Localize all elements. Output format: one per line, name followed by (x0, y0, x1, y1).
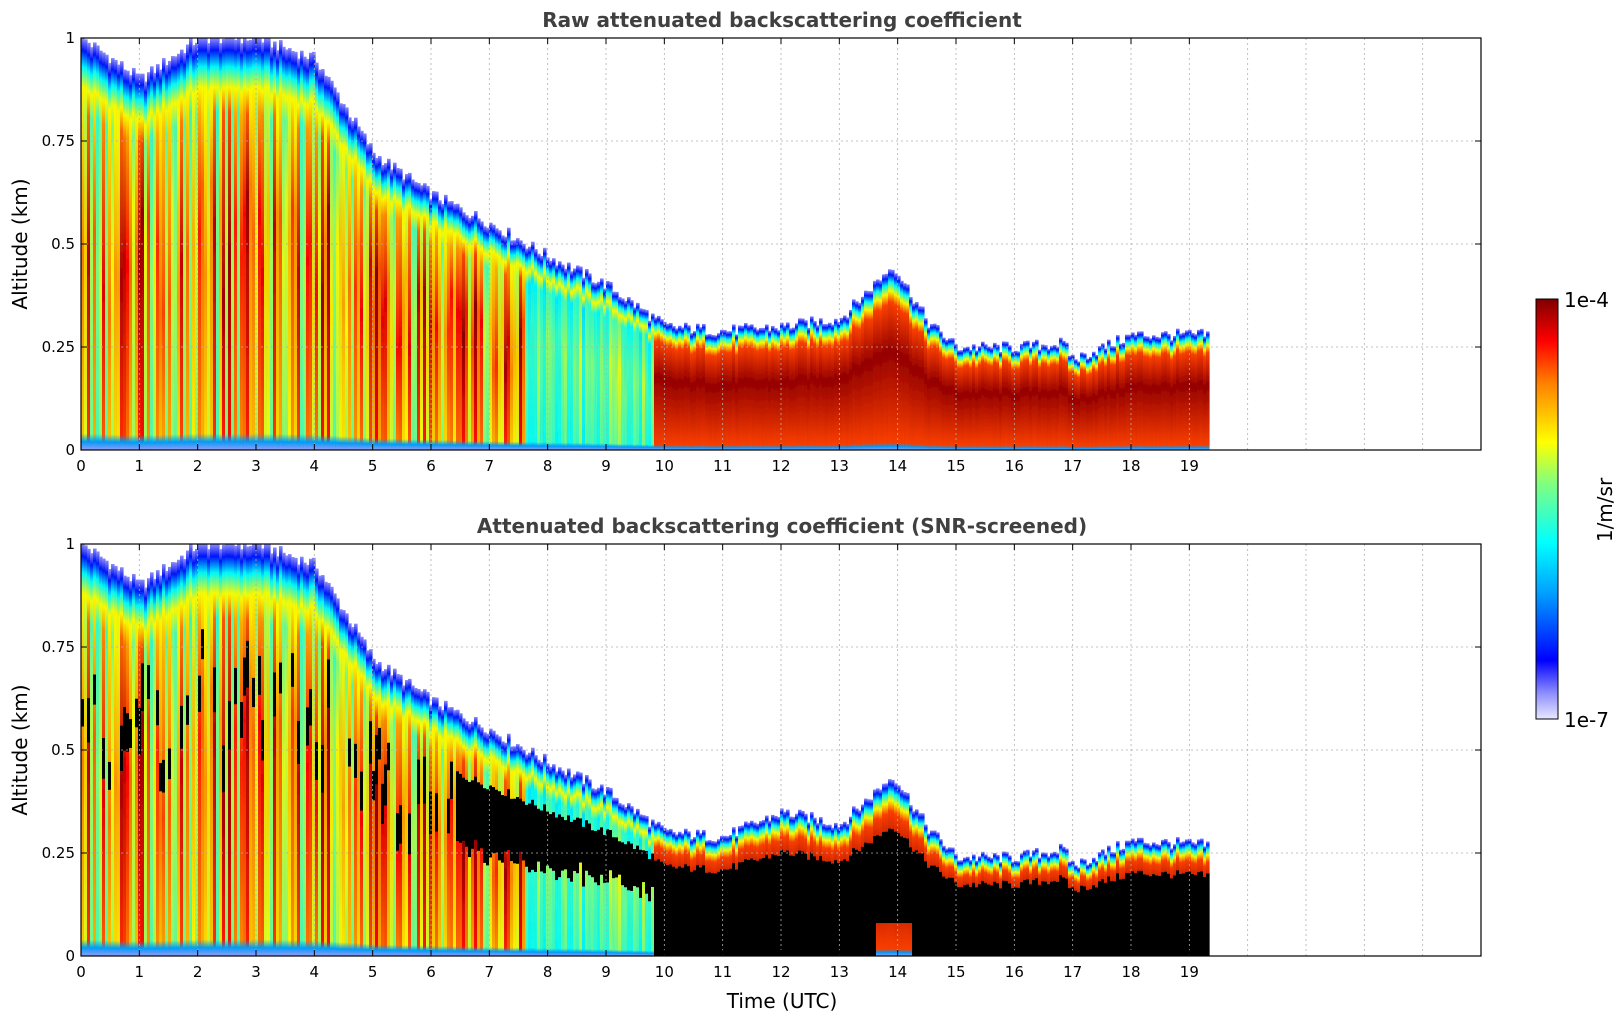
x-tick-label: 4 (310, 457, 320, 475)
y-axis: 0 0.25 0.5 0.75 1 (42, 29, 1481, 459)
panel-screened: Attenuated backscattering coefficient (S… (8, 514, 1482, 1013)
x-tick-label: 7 (485, 963, 495, 981)
panel-raw: Raw attenuated backscattering coefficien… (8, 8, 1482, 475)
x-tick-label: 19 (1180, 457, 1199, 475)
x-tick-label: 11 (713, 457, 732, 475)
colorbar-unit-label: 1/m/sr (1593, 477, 1617, 542)
x-axis-label: Time (UTC) (726, 989, 838, 1013)
x-tick-label: 10 (655, 457, 674, 475)
x-tick-label: 12 (771, 457, 790, 475)
x-tick-label: 17 (1063, 963, 1082, 981)
y-axis-label: Altitude (km) (8, 178, 32, 309)
y-axis: 0 0.25 0.5 0.75 1 (42, 535, 1481, 965)
x-tick-label: 7 (485, 457, 495, 475)
x-tick-label: 2 (193, 457, 203, 475)
y-tick-label: 0.25 (42, 338, 75, 356)
x-tick-label: 13 (830, 963, 849, 981)
x-tick-label: 3 (251, 963, 261, 981)
y-tick-label: 1 (65, 535, 75, 553)
x-tick-label: 1 (135, 457, 145, 475)
x-tick-label: 15 (946, 457, 965, 475)
x-tick-label: 16 (1005, 457, 1024, 475)
y-tick-label: 0.5 (51, 235, 75, 253)
y-tick-label: 0.75 (42, 132, 75, 150)
x-tick-label: 5 (368, 963, 378, 981)
x-tick-label: 4 (310, 963, 320, 981)
y-tick-label: 1 (65, 29, 75, 47)
x-tick-label: 11 (713, 963, 732, 981)
x-tick-label: 8 (543, 963, 553, 981)
x-tick-label: 0 (76, 457, 86, 475)
colorbar-gradient (1535, 298, 1559, 720)
x-tick-label: 9 (601, 963, 611, 981)
x-tick-label: 18 (1121, 963, 1140, 981)
x-axis: 0 1 2 3 4 5 6 7 8 9 10 11 12 13 14 15 16 17 18 19 (76, 38, 1199, 475)
x-tick-label: 10 (655, 963, 674, 981)
y-axis-label: Altitude (km) (8, 684, 32, 815)
x-tick-label: 9 (601, 457, 611, 475)
x-tick-label: 6 (426, 457, 436, 475)
x-tick-label: 12 (771, 963, 790, 981)
plot-area (81, 38, 1210, 450)
x-tick-label: 14 (888, 457, 907, 475)
x-tick-label: 17 (1063, 457, 1082, 475)
y-tick-label: 0.25 (42, 844, 75, 862)
x-tick-label: 8 (543, 457, 553, 475)
colorbar-max-label: 1e-4 (1564, 288, 1609, 312)
x-tick-label: 1 (135, 963, 145, 981)
x-tick-label: 2 (193, 963, 203, 981)
heatmap-image (81, 544, 1210, 956)
x-tick-label: 15 (946, 963, 965, 981)
colorbar-min-label: 1e-7 (1564, 708, 1609, 732)
y-tick-label: 0 (65, 947, 75, 965)
panel-title: Raw attenuated backscattering coefficien… (542, 8, 1022, 32)
x-tick-label: 6 (426, 963, 436, 981)
panel-title: Attenuated backscattering coefficient (S… (477, 514, 1087, 538)
y-tick-label: 0.5 (51, 741, 75, 759)
x-tick-label: 5 (368, 457, 378, 475)
x-tick-label: 14 (888, 963, 907, 981)
y-tick-label: 0.75 (42, 638, 75, 656)
x-tick-label: 18 (1121, 457, 1140, 475)
colorbar: 1e-4 1e-7 1/m/sr (1535, 288, 1617, 732)
x-tick-label: 13 (830, 457, 849, 475)
y-tick-label: 0 (65, 441, 75, 459)
x-axis: 0 1 2 3 4 5 6 7 8 9 10 11 12 13 14 15 16 17 18 19 (76, 544, 1199, 981)
plot-area (81, 544, 1210, 956)
x-tick-label: 16 (1005, 963, 1024, 981)
x-tick-label: 0 (76, 963, 86, 981)
x-tick-label: 3 (251, 457, 261, 475)
heatmap-image (81, 38, 1210, 450)
x-tick-label: 19 (1180, 963, 1199, 981)
